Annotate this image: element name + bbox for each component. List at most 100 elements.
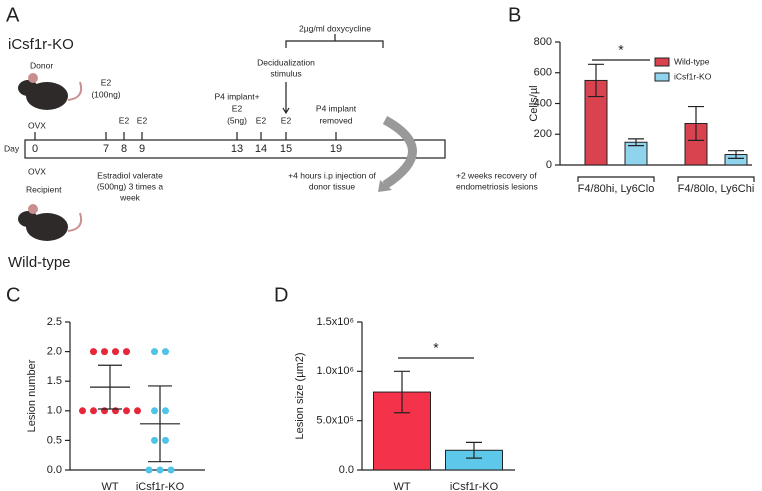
donor-title: iCsf1r-KO — [8, 36, 74, 53]
event-label: E2 — [281, 115, 292, 125]
y-tick-label: 1.5 — [47, 375, 62, 387]
y-tick-label: 2.0 — [47, 346, 62, 358]
y-tick-label: 0.0 — [47, 464, 62, 476]
label: Estradiol valerate — [97, 170, 163, 180]
panel-label: B — [508, 4, 521, 26]
dot — [145, 466, 153, 474]
dot — [134, 407, 141, 415]
day-label: 19 — [330, 143, 342, 155]
day-label: 13 — [231, 143, 243, 155]
error-bar — [628, 138, 644, 147]
dot — [162, 348, 169, 356]
axis-label: Day — [4, 143, 20, 153]
x-tick-label: iCsf1r-KO — [136, 481, 185, 491]
dot — [167, 466, 175, 474]
y-axis-label: Cells/µl — [528, 85, 540, 121]
legend-swatch — [654, 57, 670, 67]
y-tick-label: 200 — [534, 128, 552, 140]
dot — [151, 407, 158, 415]
y-tick-label: 2.5 — [47, 316, 62, 328]
x-tick-label: F4/80lo, Ly6Chi — [678, 183, 755, 195]
day-label: 0 — [32, 143, 38, 155]
day-label: 15 — [280, 143, 292, 155]
y-tick-label: 1.5x10⁶ — [316, 316, 354, 328]
label: OVX — [28, 120, 46, 130]
label: OVX — [28, 166, 46, 176]
y-axis-label: Lesion size (µm2) — [294, 352, 306, 439]
event-label: E2 — [256, 115, 267, 125]
label: +4 hours i.p injection of — [288, 170, 376, 180]
dot — [151, 348, 158, 356]
label: week — [119, 192, 141, 202]
event-label: E2 — [101, 77, 112, 87]
y-tick-label: 1.0x10⁶ — [316, 365, 354, 377]
arrow-head — [378, 180, 392, 192]
mouse-icon — [18, 73, 83, 110]
dot — [162, 407, 169, 415]
sd-whisker — [148, 385, 172, 463]
sd-whisker — [98, 364, 122, 410]
dot — [112, 348, 119, 356]
legend-swatch — [654, 72, 670, 82]
label: (500ng) 3 times a — [97, 181, 163, 191]
day-label: 14 — [255, 143, 267, 155]
day-label: 9 — [139, 143, 145, 155]
label: +2 weeks recovery of — [456, 170, 537, 180]
event-label: P4 implant — [316, 103, 357, 113]
panel-label: D — [274, 284, 288, 306]
recipient-title: Wild-type — [8, 254, 71, 271]
bracket — [677, 176, 755, 182]
dot — [156, 466, 164, 474]
x-tick-label: F4/80hi, Ly6Clo — [578, 183, 655, 195]
label: endometriosis lesions — [456, 181, 538, 191]
mouse-icon — [18, 204, 83, 241]
label: 2µg/ml doxycycline — [299, 23, 371, 33]
error-bar — [728, 150, 744, 159]
dot — [90, 348, 97, 356]
dot — [123, 348, 130, 356]
event-label: (5ng) — [227, 115, 247, 125]
curved-arrow — [382, 116, 417, 189]
y-tick-label: 0.5 — [47, 434, 62, 446]
significance-label: * — [618, 42, 624, 58]
error-bar — [466, 441, 482, 459]
event-label: (100ng) — [91, 89, 120, 99]
bracket — [577, 176, 655, 182]
dot — [151, 436, 158, 444]
legend-label: Wild-type — [674, 56, 710, 66]
dot — [162, 436, 169, 444]
event-label: E2 — [232, 103, 243, 113]
timeline — [24, 139, 446, 159]
y-tick-label: 400 — [534, 97, 552, 109]
x-tick-label: WT — [101, 481, 118, 491]
panel-label: A — [6, 4, 20, 26]
y-tick-label: 600 — [534, 67, 552, 79]
significance-label: * — [433, 340, 439, 356]
y-tick-label: 0 — [546, 159, 552, 171]
y-tick-label: 800 — [534, 36, 552, 48]
dot — [101, 348, 108, 356]
event-label: E2 — [119, 115, 130, 125]
event-label: removed — [319, 115, 352, 125]
dot — [79, 407, 86, 415]
bracket — [285, 34, 384, 48]
panel-label: C — [6, 284, 20, 306]
legend-label: iCsf1r-KO — [674, 71, 712, 81]
arrow — [282, 82, 290, 115]
y-tick-label: 5.0x10⁵ — [316, 415, 354, 427]
dot — [123, 407, 130, 415]
y-tick-label: 0.0 — [339, 464, 354, 476]
event-label: P4 implant+ — [214, 91, 259, 101]
x-tick-label: iCsf1r-KO — [450, 481, 499, 491]
label: stimulus — [270, 68, 301, 78]
y-tick-label: 1.0 — [47, 405, 62, 417]
dot — [101, 407, 108, 415]
day-label: 8 — [121, 143, 127, 155]
y-axis-label: Lesion number — [26, 359, 38, 432]
label: donor tissue — [309, 181, 356, 191]
label: Donor — [30, 60, 53, 70]
label: Recipient — [26, 184, 62, 194]
error-bar — [588, 63, 604, 98]
dot — [90, 407, 97, 415]
error-bar — [394, 370, 410, 414]
